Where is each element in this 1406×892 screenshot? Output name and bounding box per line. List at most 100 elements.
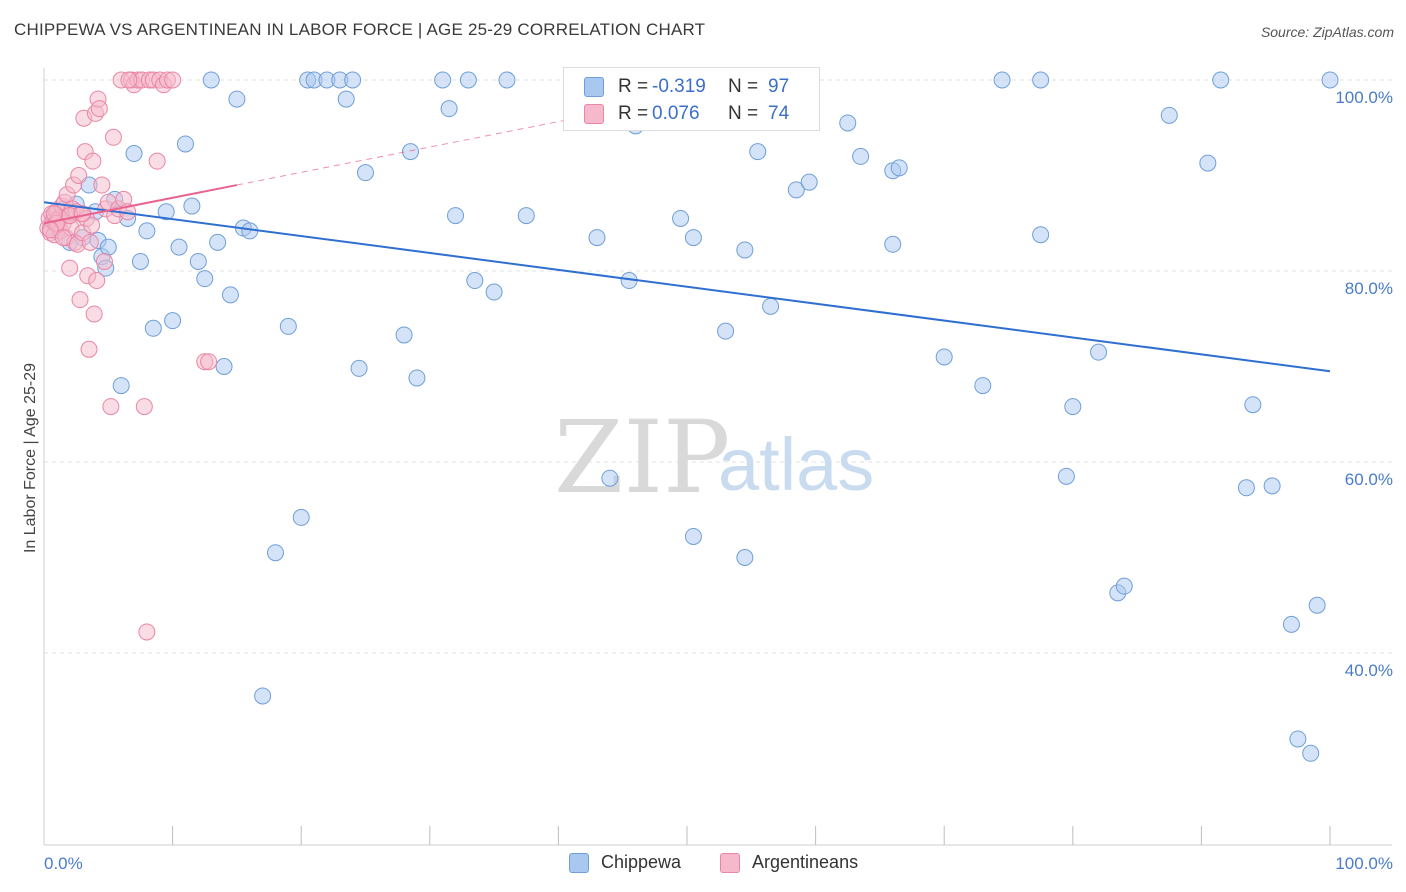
chippewa-point: [157, 203, 175, 221]
chippewa-point: [209, 233, 227, 251]
argentineans-point: [120, 71, 138, 89]
chippewa-point: [1032, 71, 1050, 89]
chippewa-point: [254, 687, 272, 705]
legend-n-label: N =: [728, 103, 759, 124]
y-tick-label: 100.0%: [1335, 88, 1393, 107]
chippewa-point: [517, 207, 535, 225]
argentineans-point: [95, 252, 113, 270]
series-label-chippewa: Chippewa: [601, 852, 682, 872]
legend-swatch-argentineans: [584, 104, 604, 124]
chippewa-point: [1244, 396, 1262, 414]
chippewa-point: [1160, 106, 1178, 124]
argentineans-point: [84, 152, 102, 170]
chippewa-point: [736, 549, 754, 566]
argentineans-point: [138, 623, 156, 641]
argentineans-point: [102, 398, 120, 416]
chippewa-point: [717, 322, 735, 340]
chippewa-point: [1115, 577, 1133, 595]
watermark: ZIP atlas: [554, 399, 874, 516]
series-swatch-argentineans: [720, 852, 740, 873]
x-tick-label: 100.0%: [1335, 854, 1393, 873]
chippewa-point: [672, 209, 690, 227]
chippewa-point: [183, 197, 201, 215]
chippewa-point: [189, 252, 207, 270]
y-tick-label: 40.0%: [1345, 661, 1393, 680]
series-legend-argentineans[interactable]: Argentineans: [720, 852, 858, 873]
argentineans-trend-extension: [236, 103, 649, 186]
chippewa-point: [787, 181, 805, 199]
chippewa-point: [1321, 71, 1339, 89]
chippewa-point: [138, 222, 156, 240]
chippewa-point: [1199, 154, 1217, 172]
series-swatch-chippewa: [569, 852, 589, 873]
series-legend-chippewa[interactable]: Chippewa: [569, 852, 681, 873]
chippewa-point: [344, 71, 362, 89]
grid-lines: [44, 79, 1392, 654]
chippewa-point: [292, 508, 310, 526]
legend-swatch-chippewa: [584, 77, 604, 97]
argentineans-point: [85, 305, 103, 323]
chippewa-point: [884, 235, 902, 253]
legend-n-value: 97: [768, 76, 790, 97]
argentineans-point: [104, 128, 122, 146]
chippewa-point: [279, 317, 297, 335]
legend-r-label: R =: [618, 103, 649, 124]
chippewa-point: [221, 286, 239, 304]
chippewa-point: [1057, 467, 1075, 485]
argentineans-point: [83, 216, 101, 234]
chippewa-point: [434, 71, 452, 89]
chippewa-point: [99, 238, 117, 256]
chippewa-point: [762, 297, 780, 315]
series-label-argentineans: Argentineans: [752, 852, 859, 872]
chippewa-point: [228, 90, 246, 108]
chart-title: CHIPPEWA VS ARGENTINEAN IN LABOR FORCE |…: [14, 20, 706, 39]
chippewa-point: [1263, 477, 1281, 495]
chippewa-point: [974, 377, 992, 395]
legend-r-label: R =: [618, 76, 649, 97]
chippewa-point: [601, 469, 619, 487]
chippewa-point: [164, 312, 182, 330]
legend-row-argentineans: R = 0.076 N = 74: [584, 101, 789, 127]
argentineans-point: [148, 152, 166, 170]
argentineans-point: [200, 353, 218, 371]
series-legend: Chippewa Argentineans: [0, 852, 1406, 878]
chippewa-point: [176, 135, 194, 153]
argentineans-point: [88, 272, 106, 290]
chippewa-point: [466, 272, 484, 290]
chippewa-trend-line: [43, 201, 1331, 373]
x-tick-labels: 0.0% 100.0%: [44, 854, 1393, 873]
chippewa-point: [447, 207, 465, 225]
legend-n-value: 74: [768, 103, 790, 124]
y-tick-labels: 100.0% 80.0% 60.0% 40.0%: [1335, 88, 1393, 680]
chippewa-point: [1302, 744, 1320, 762]
chippewa-point: [1090, 343, 1108, 361]
chippewa-point: [588, 229, 606, 247]
chippewa-point: [890, 159, 908, 177]
source-credit: Source: ZipAtlas.com: [1260, 24, 1394, 40]
chippewa-point: [395, 326, 413, 344]
chippewa-point: [749, 143, 767, 161]
chippewa-point: [202, 71, 220, 89]
chippewa-point: [1212, 71, 1230, 89]
chippewa-point: [684, 229, 702, 247]
trend-lines: [43, 103, 1331, 373]
chippewa-point: [1032, 226, 1050, 244]
chippewa-point: [1064, 398, 1082, 416]
x-tick-label: 0.0%: [44, 854, 83, 873]
legend-r-value: -0.319: [652, 76, 706, 97]
chippewa-point: [440, 100, 458, 118]
chippewa-point: [170, 238, 188, 256]
chippewa-point: [144, 319, 162, 337]
legend-r-value: 0.076: [652, 103, 700, 124]
chippewa-point: [357, 164, 374, 182]
chippewa-point: [736, 241, 754, 259]
chippewa-point: [498, 71, 516, 89]
chippewa-point: [408, 369, 426, 387]
watermark-zip: ZIP: [554, 399, 730, 516]
argentineans-point: [135, 398, 153, 416]
y-tick-label: 80.0%: [1345, 279, 1393, 298]
argentineans-point: [81, 233, 99, 251]
chippewa-point: [1289, 730, 1307, 748]
chippewa-point: [935, 348, 953, 366]
chippewa-point: [485, 283, 503, 301]
